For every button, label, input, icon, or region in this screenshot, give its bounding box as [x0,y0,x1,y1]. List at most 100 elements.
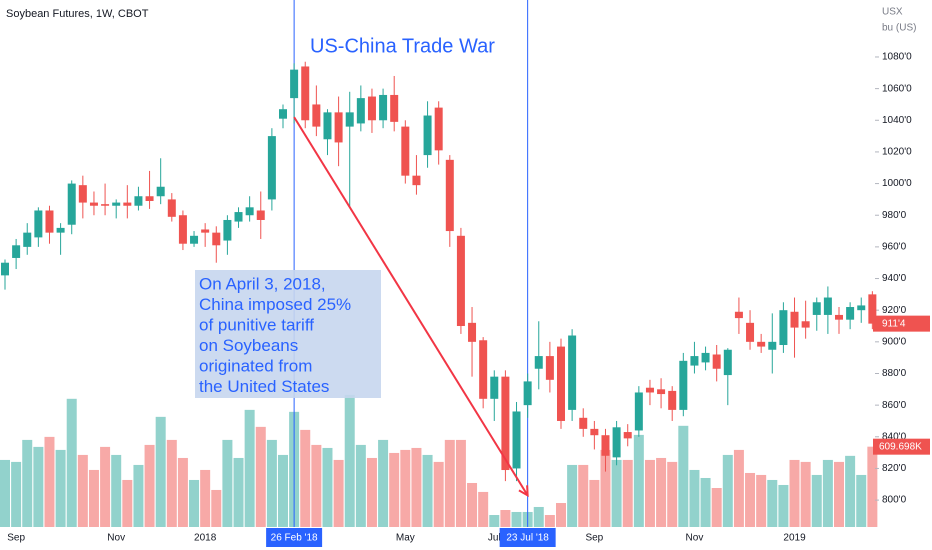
volume-bar [500,510,511,527]
volume-bar [644,459,655,527]
y-tick-label: 1060'0 [882,83,912,94]
candle-body [823,297,832,315]
volume-bar [122,479,133,527]
volume-bar [489,515,500,527]
candle-body [56,227,65,233]
candle-body [868,294,877,324]
candle-body [668,390,677,410]
candle-body [768,341,777,350]
candle-body [356,98,365,124]
y-tick-label: 860'0 [882,400,907,411]
candle-body [101,204,110,206]
candle-body [846,307,855,320]
volume-bar [433,461,444,527]
candle-body [78,185,87,203]
candle-body [801,321,810,328]
volume-bar [389,452,400,527]
volume-bar [11,461,22,527]
candle-body [145,196,154,201]
volume-bar [845,455,856,527]
volume-bar [233,457,244,527]
volume-bar [66,398,77,527]
volume-bar [33,446,44,527]
candle-body [89,202,98,206]
candle-body [12,245,21,258]
candle-body [701,352,710,363]
volume-bar [22,439,33,527]
candle-body [334,112,343,143]
y-tick-label: 1080'0 [882,52,912,63]
volume-bar [355,444,366,527]
candle-body [534,356,543,369]
candle-body [156,186,165,197]
date-marker-label: 23 Jul '18 [506,533,549,544]
candle-body [234,212,243,222]
x-tick-label: May [396,533,415,544]
last-volume-label: 609.698K [879,441,922,452]
volume-bar [533,506,544,527]
y-tick-label: 840'0 [882,431,907,442]
candle-body [201,229,210,233]
volume-bar [444,439,455,527]
candle-body [545,356,554,380]
volume-bar [300,429,311,527]
volume-bar [322,447,333,527]
volume-bar [155,416,166,527]
y-tick-label: 820'0 [882,463,907,474]
volume-bar [77,454,88,527]
last-volume-box [873,438,930,455]
volume-bar [111,454,122,527]
volume-bar [344,394,355,527]
volume-bar [678,425,689,527]
candle-body [167,199,176,217]
volume-bar [733,449,744,527]
volume-bar [711,488,722,527]
volume-bar [400,449,411,527]
candle-body [812,302,821,315]
candle-body [379,94,388,121]
candle-body [634,392,643,431]
volume-bar [756,474,767,527]
volume-bar [589,479,600,527]
x-tick-label: Nov [107,533,125,544]
candle-body [323,112,332,140]
volume-bar [544,515,555,527]
x-tick-label: Sep [7,533,25,544]
last-price-box [873,315,930,332]
y-tick-label: 980'0 [882,210,907,221]
annotation-headline: US-China Trade War [310,35,495,57]
candle-body [412,175,421,186]
x-tick-label: Nov [686,533,704,544]
note-line: China imposed 25% [199,295,351,314]
volume-bar [722,454,733,527]
candle-body [712,354,721,369]
volume-bar [211,489,222,527]
candle-body [690,356,699,366]
volume-bar [88,469,99,527]
x-tick-label: Sep [585,533,603,544]
candle-body [434,107,443,151]
candle-body [112,202,121,206]
note-line: of punitive tariff [199,315,314,334]
candle-body [67,183,76,225]
candle-body [590,428,599,436]
volume-bar [767,479,778,527]
candle-body [723,349,732,376]
volume-bar [578,464,589,527]
candle-body [423,115,432,156]
volume-bar [867,446,878,527]
y-tick-label: 880'0 [882,368,907,379]
volume-bar [745,472,756,527]
volume-bar [200,469,211,527]
volume-bar [255,426,266,527]
date-marker-box [499,528,556,547]
note-line: the United States [199,377,329,396]
volume-bar [177,457,188,527]
candle-body [134,196,143,206]
candle-body [178,215,187,244]
chart-title: Soybean Futures, 1W, CBOT [6,8,149,20]
unit-label: bu (US) [882,23,916,34]
candle-body [279,109,287,119]
x-tick-label: Jul [488,533,501,544]
